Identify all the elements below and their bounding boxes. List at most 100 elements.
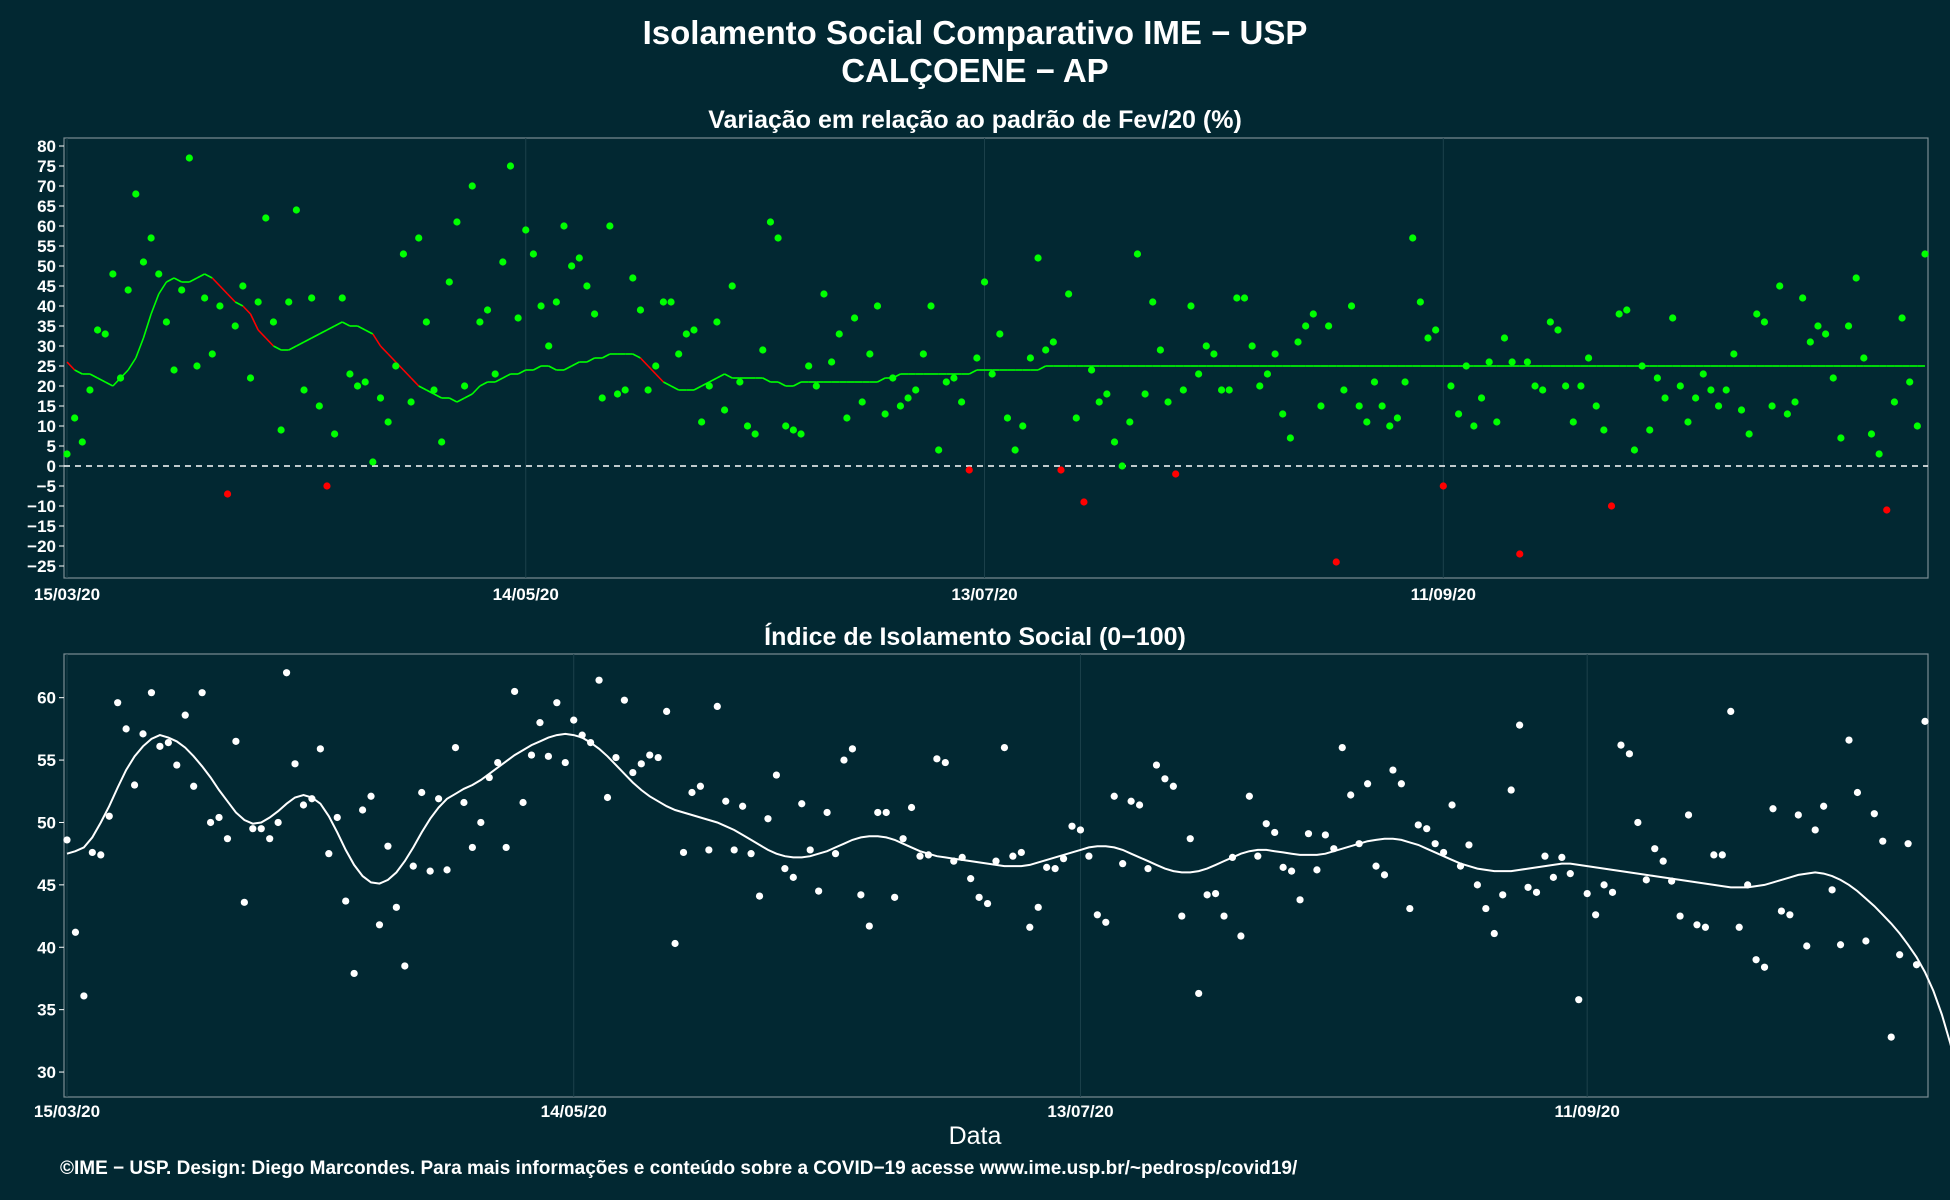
data-point (1921, 250, 1929, 258)
data-point (124, 286, 132, 294)
data-point (828, 358, 836, 366)
data-point (570, 716, 578, 724)
moving-average-segment (158, 281, 168, 295)
moving-average-segment (533, 365, 542, 371)
data-point (308, 795, 316, 803)
data-point (1072, 414, 1080, 422)
data-point (1332, 558, 1340, 566)
data-point (797, 430, 805, 438)
data-point (1340, 386, 1348, 394)
data-point (831, 850, 840, 858)
data-point (1000, 743, 1009, 752)
x-axis-label: Data (948, 1122, 1002, 1150)
data-point (338, 294, 346, 302)
data-point (1302, 322, 1310, 330)
moving-average-segment (548, 365, 557, 371)
data-point (698, 418, 706, 426)
data-point (156, 742, 164, 750)
data-point (1803, 942, 1811, 950)
data-point (1913, 422, 1921, 430)
data-point (537, 302, 545, 310)
y-tick-label: −15 (27, 517, 56, 536)
data-point (789, 873, 797, 881)
data-point (239, 282, 247, 290)
data-point (578, 731, 586, 739)
data-point (1195, 989, 1203, 998)
data-point (109, 270, 117, 278)
data-point (755, 892, 764, 900)
data-point (1890, 398, 1899, 406)
data-point (950, 857, 958, 865)
data-point (1370, 378, 1379, 386)
data-point (155, 270, 163, 278)
moving-average-segment (173, 277, 183, 283)
data-point (1820, 802, 1828, 810)
data-point (1546, 318, 1554, 326)
data-point (720, 406, 729, 414)
data-point (1279, 410, 1287, 418)
data-point (889, 374, 897, 382)
data-point (1228, 853, 1237, 862)
data-point (529, 250, 538, 258)
data-point (1263, 370, 1272, 378)
y-tick-label: 65 (37, 197, 56, 216)
data-point (132, 190, 140, 198)
moving-average-segment (326, 325, 335, 331)
moving-average-segment (410, 377, 420, 387)
data-point (422, 318, 430, 326)
x-tick-label: 14/05/20 (493, 585, 559, 604)
data-point (881, 410, 889, 418)
data-point (1575, 996, 1583, 1004)
data-point (1363, 418, 1371, 426)
data-point (1722, 386, 1730, 394)
data-point (1710, 851, 1718, 859)
data-point (514, 314, 522, 322)
data-point (1110, 792, 1118, 800)
data-point (1049, 338, 1057, 346)
data-point (858, 398, 866, 406)
data-point (361, 378, 369, 386)
moving-average-segment (464, 393, 473, 399)
y-tick-label: 60 (37, 217, 56, 236)
data-point (782, 422, 790, 430)
data-point (1493, 418, 1501, 426)
data-point (561, 758, 569, 767)
data-point (460, 798, 468, 807)
data-point (519, 798, 527, 807)
data-point (1860, 354, 1868, 362)
moving-average-segment (670, 385, 680, 391)
data-point (1211, 889, 1220, 898)
data-point (1127, 797, 1135, 805)
data-point (659, 298, 667, 306)
data-point (1225, 386, 1233, 394)
data-point (1271, 350, 1279, 358)
moving-average-segment (341, 321, 351, 327)
data-point (1424, 334, 1432, 342)
data-point (679, 848, 688, 857)
data-point (376, 394, 385, 402)
moving-average-segment (135, 337, 145, 359)
data-point (1600, 881, 1608, 889)
data-point (333, 813, 341, 822)
y-tick-label: 30 (37, 1063, 56, 1082)
moving-average-segment (379, 345, 389, 355)
data-point (1330, 845, 1338, 853)
data-point (1558, 853, 1566, 862)
data-point (401, 962, 409, 970)
data-point (688, 788, 696, 797)
data-point (1454, 410, 1463, 418)
data-point (636, 306, 645, 314)
data-point (1646, 426, 1654, 434)
data-point (857, 891, 865, 899)
data-point (97, 851, 105, 859)
data-point (291, 760, 299, 768)
data-point (728, 282, 736, 290)
data-point (1217, 386, 1226, 394)
data-point (1386, 422, 1394, 430)
data-point (215, 813, 223, 822)
data-point (587, 739, 595, 747)
data-point (1372, 862, 1380, 870)
data-point (583, 282, 591, 290)
data-point (1490, 929, 1498, 938)
